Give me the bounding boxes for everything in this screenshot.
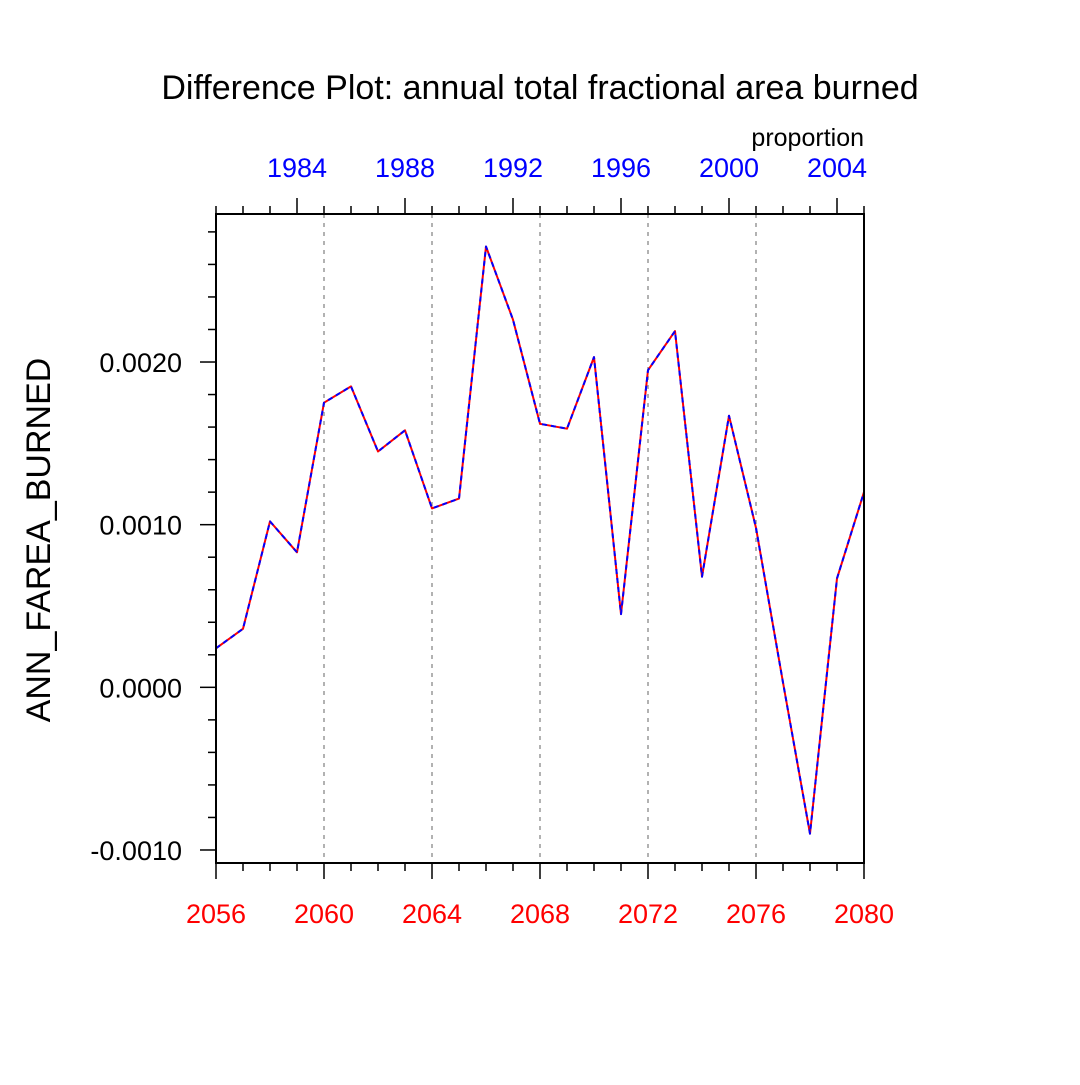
y-tick-label: 0.0000 [99, 673, 182, 703]
y-tick-label: -0.0010 [90, 836, 182, 866]
bottom-tick-label: 2056 [186, 899, 246, 929]
bottom-tick-label: 2064 [402, 899, 462, 929]
top-tick-label: 1984 [267, 153, 327, 183]
series-layer [215, 245, 865, 835]
top-tick-label: 1988 [375, 153, 435, 183]
top-tick-label: 1996 [591, 153, 651, 183]
tick-layer [200, 198, 865, 879]
bottom-tick-label: 2076 [726, 899, 786, 929]
chart-title: Difference Plot: annual total fractional… [161, 69, 918, 107]
units-label: proportion [751, 124, 864, 152]
top-tick-label: 2000 [699, 153, 759, 183]
y-tick-label: 0.0020 [99, 348, 182, 378]
grid-layer [323, 214, 757, 863]
label-layer: 2056 2060 2064 2068 2072 2076 2080 1984 1988 1992… [90, 153, 894, 929]
top-tick-label: 1992 [483, 153, 543, 183]
top-tick-label: 2004 [807, 153, 867, 183]
series-line [215, 245, 865, 835]
bottom-tick-label: 2068 [510, 899, 570, 929]
y-tick-label: 0.0010 [99, 511, 182, 541]
y-axis-label: ANN_FAREA_BURNED [20, 358, 58, 723]
bottom-tick-label: 2080 [834, 899, 894, 929]
bottom-tick-label: 2072 [618, 899, 678, 929]
bottom-tick-label: 2060 [294, 899, 354, 929]
